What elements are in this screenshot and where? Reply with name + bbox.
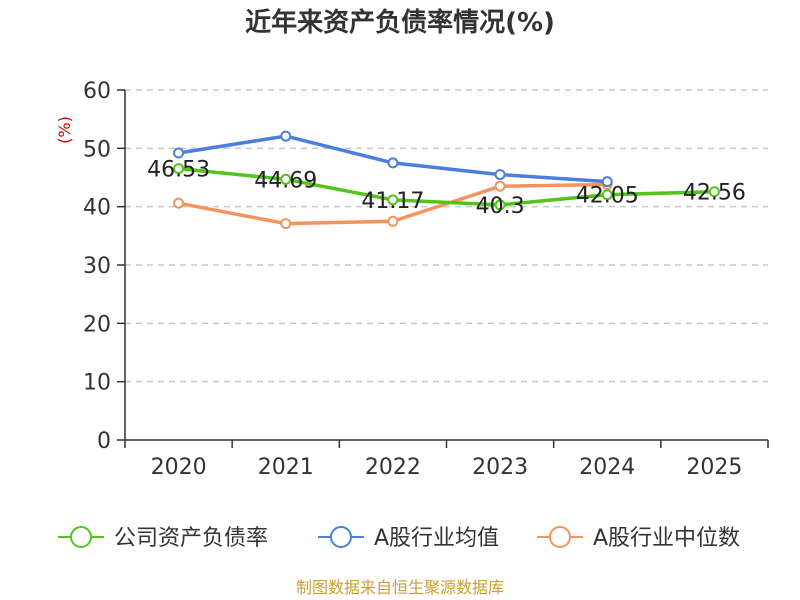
y-tick-label: 20 — [83, 312, 111, 337]
y-tick-label: 10 — [83, 371, 111, 396]
x-tick-label: 2021 — [258, 455, 314, 480]
series-point — [708, 186, 720, 198]
chart-source: 制图数据来自恒生聚源数据库 — [295, 578, 504, 597]
series-point — [173, 147, 185, 159]
series-point — [173, 163, 185, 175]
axis-layer: 0 10 20 30 40 50 60 (%) 2020 2021 2022 2023 2024 2025 — [55, 79, 769, 480]
data-label: 46.53 — [147, 158, 210, 183]
data-label: 41.17 — [361, 189, 424, 214]
data-label-layer: 46.53 44.69 41.17 40.3 42.05 42.56 — [147, 158, 746, 219]
y-tick-label: 40 — [83, 196, 111, 221]
series-point — [601, 176, 613, 188]
data-label: 40.3 — [476, 194, 525, 219]
y-tick-label: 60 — [83, 79, 111, 104]
legend-label: 公司资产负债率 — [114, 526, 268, 551]
data-label: 42.56 — [683, 181, 746, 206]
series-layer — [173, 130, 720, 230]
data-label: 44.69 — [254, 168, 317, 193]
y-tick-label: 0 — [97, 429, 111, 454]
series-point — [173, 197, 185, 209]
y-axis-unit: (%) — [55, 116, 74, 144]
series-point — [387, 215, 399, 227]
series-point — [280, 130, 292, 142]
y-tick-label: 30 — [83, 254, 111, 279]
x-tick-label: 2024 — [579, 455, 635, 480]
series-point — [494, 199, 506, 211]
chart-title: 近年来资产负债率情况(%) — [245, 8, 555, 38]
x-tick-label: 2023 — [472, 455, 528, 480]
series-point — [494, 169, 506, 181]
series-point — [601, 189, 613, 201]
series-point — [387, 194, 399, 206]
x-tick-label: 2025 — [686, 455, 742, 480]
data-label: 42.05 — [576, 184, 639, 209]
legend-label: A股行业均值 — [374, 526, 499, 551]
series-line — [178, 166, 715, 207]
grid-layer — [125, 89, 768, 383]
series-point — [280, 173, 292, 185]
series-point — [280, 218, 292, 230]
legend-marker — [549, 526, 571, 548]
series-point — [494, 180, 506, 192]
legend: 公司资产负债率 A股行业均值 A股行业中位数 — [58, 526, 740, 551]
x-tick-label: 2020 — [151, 455, 207, 480]
legend-marker — [330, 526, 352, 548]
y-tick-label: 50 — [83, 137, 111, 162]
legend-marker — [70, 526, 92, 548]
x-tick-label: 2022 — [365, 455, 421, 480]
series-point — [387, 157, 399, 169]
legend-label: A股行业中位数 — [593, 526, 740, 551]
